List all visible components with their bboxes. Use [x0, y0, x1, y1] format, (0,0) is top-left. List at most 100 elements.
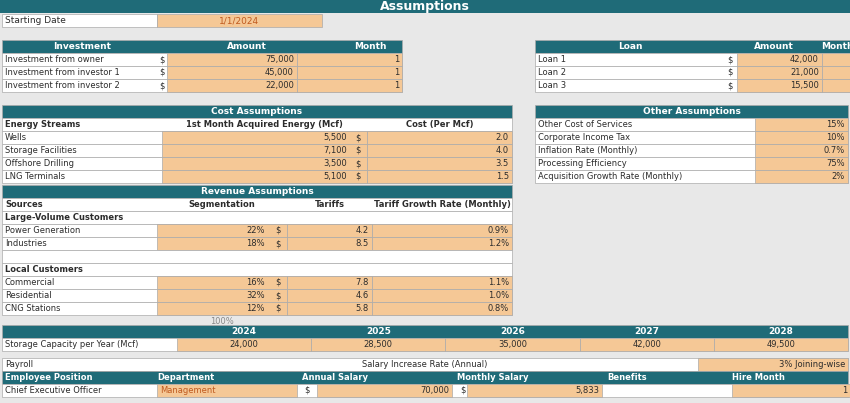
Text: Commercial: Commercial	[5, 278, 55, 287]
Text: 0.9%: 0.9%	[488, 226, 509, 235]
Bar	[2, 289, 512, 302]
Bar	[535, 105, 848, 118]
Bar	[157, 14, 322, 27]
Bar	[535, 66, 850, 79]
Bar	[162, 144, 367, 157]
Text: Acquisition Growth Rate (Monthly): Acquisition Growth Rate (Monthly)	[538, 172, 683, 181]
Bar	[367, 131, 512, 144]
Text: Payroll: Payroll	[5, 360, 33, 369]
Bar	[287, 302, 372, 315]
Text: Residential: Residential	[5, 291, 52, 300]
Text: 24,000: 24,000	[230, 340, 258, 349]
Bar	[162, 131, 367, 144]
Text: Loan: Loan	[618, 42, 643, 51]
Text: $: $	[275, 291, 281, 300]
Bar	[2, 105, 512, 118]
Text: 70,000: 70,000	[420, 386, 449, 395]
Bar	[287, 289, 372, 302]
Text: Department: Department	[157, 373, 214, 382]
Text: $: $	[275, 226, 281, 235]
Bar	[737, 53, 822, 66]
Text: 75,000: 75,000	[265, 55, 294, 64]
Text: $: $	[355, 159, 360, 168]
Text: Monthly Salary: Monthly Salary	[457, 373, 529, 382]
Bar	[535, 144, 848, 157]
Bar	[372, 224, 512, 237]
Text: 15,500: 15,500	[790, 81, 819, 90]
Bar	[0, 0, 850, 13]
Bar	[2, 371, 848, 384]
Bar	[287, 237, 372, 250]
Text: Employee Position: Employee Position	[5, 373, 93, 382]
Text: 2027: 2027	[634, 327, 660, 336]
Text: 1.2%: 1.2%	[488, 239, 509, 248]
Text: 5.8: 5.8	[356, 304, 369, 313]
Bar	[287, 276, 372, 289]
Text: Industries: Industries	[5, 239, 47, 248]
Bar	[445, 338, 580, 351]
Text: 22,000: 22,000	[265, 81, 294, 90]
Bar	[157, 384, 297, 397]
Bar	[2, 144, 512, 157]
Text: 1: 1	[394, 81, 399, 90]
Bar	[2, 198, 512, 211]
Bar	[2, 14, 157, 27]
Text: 0.8%: 0.8%	[488, 304, 509, 313]
Text: Processing Efficiency: Processing Efficiency	[538, 159, 626, 168]
Text: 2024: 2024	[231, 327, 257, 336]
Bar	[535, 53, 850, 66]
Bar	[311, 338, 445, 351]
Text: 7,100: 7,100	[323, 146, 347, 155]
Text: 1: 1	[394, 68, 399, 77]
Text: 3,500: 3,500	[323, 159, 347, 168]
Bar	[698, 358, 848, 371]
Bar	[755, 170, 848, 183]
Text: 32%: 32%	[246, 291, 265, 300]
Text: 75%: 75%	[826, 159, 845, 168]
Text: Salary Increase Rate (Annual): Salary Increase Rate (Annual)	[362, 360, 488, 369]
Text: 4.0: 4.0	[496, 146, 509, 155]
Text: Revenue Assumptions: Revenue Assumptions	[201, 187, 314, 196]
Bar	[755, 144, 848, 157]
Text: 1.5: 1.5	[496, 172, 509, 181]
Bar	[157, 289, 287, 302]
Bar	[157, 302, 287, 315]
Text: 1.1%: 1.1%	[488, 278, 509, 287]
Bar	[372, 276, 512, 289]
Bar	[714, 338, 848, 351]
Text: 5,500: 5,500	[323, 133, 347, 142]
Bar	[297, 79, 402, 92]
Text: Investment: Investment	[53, 42, 111, 51]
Bar	[2, 384, 848, 397]
Text: LNG Terminals: LNG Terminals	[5, 172, 65, 181]
Text: 2028: 2028	[768, 327, 793, 336]
Bar	[732, 384, 850, 397]
Text: 2025: 2025	[366, 327, 391, 336]
Text: $: $	[275, 304, 281, 313]
Text: Sources: Sources	[5, 200, 43, 209]
Bar	[2, 250, 512, 263]
Text: 22%: 22%	[246, 226, 265, 235]
Text: Corporate Income Tax: Corporate Income Tax	[538, 133, 630, 142]
Text: Energy Streams: Energy Streams	[5, 120, 80, 129]
Text: 5,833: 5,833	[575, 386, 599, 395]
Bar	[2, 237, 512, 250]
Bar	[822, 66, 850, 79]
Text: Amount: Amount	[227, 42, 267, 51]
Bar	[372, 289, 512, 302]
Bar	[2, 131, 512, 144]
Bar	[2, 170, 512, 183]
Text: 1.0%: 1.0%	[488, 291, 509, 300]
Text: $: $	[355, 146, 360, 155]
Bar	[2, 325, 848, 338]
Bar	[2, 263, 512, 276]
Text: 15%: 15%	[826, 120, 845, 129]
Text: Large-Volume Customers: Large-Volume Customers	[5, 213, 123, 222]
Text: 45,000: 45,000	[265, 68, 294, 77]
Bar	[2, 66, 402, 79]
Bar	[372, 302, 512, 315]
Text: 4.2: 4.2	[356, 226, 369, 235]
Text: Investment from investor 1: Investment from investor 1	[5, 68, 120, 77]
Bar	[2, 185, 512, 198]
Text: $: $	[275, 239, 281, 248]
